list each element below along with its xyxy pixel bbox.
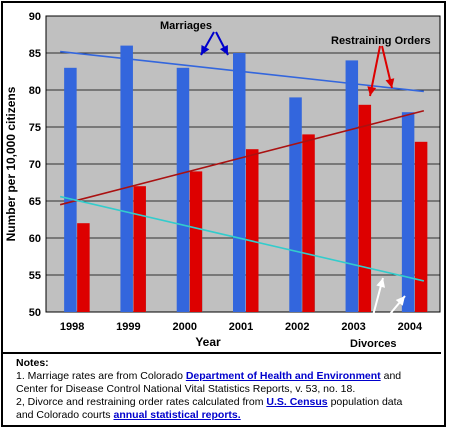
annotation-restraining-orders: Restraining Orders: [331, 35, 431, 47]
bar-marriages: [401, 112, 415, 312]
trendline-restraining-orders: [59, 109, 425, 206]
arrow-divorces-trend: [366, 277, 384, 339]
x-tick-label: 1999: [116, 321, 140, 333]
bar-marriages: [289, 97, 302, 313]
x-tick-label: 2001: [229, 321, 253, 333]
x-tick-label: 2000: [172, 321, 196, 333]
y-tick-label: 85: [29, 48, 41, 60]
note-1-text: 1. Marriage rates are from Colorado: [16, 370, 186, 382]
bar-restraining-orders: [133, 186, 146, 312]
y-axis-ticks: 50 55 60 65 70 75 80 85 90: [29, 11, 41, 319]
arrow-divorces-trend-head: [376, 278, 386, 288]
x-tick-label: 2004: [398, 321, 423, 333]
x-tick-label: 2003: [341, 321, 365, 333]
annotation-divorces: Divorces: [350, 338, 396, 350]
arrow-marriages-trend-head: [201, 44, 210, 55]
note-1-continued: Center for Disease Control National Vita…: [16, 383, 356, 395]
chart: 50 55 60 65 70 75 80 85 90 1998 1999 2000 2001 2002 2…: [4, 11, 441, 350]
notes-title: Notes:: [16, 357, 49, 369]
health-department-link[interactable]: Department of Health and Environment: [185, 370, 381, 382]
figure-frame: [1, 1, 446, 427]
bar-marriages: [176, 67, 190, 312]
x-tick-label: 1998: [60, 321, 84, 333]
bar-marriages: [233, 53, 246, 312]
note-2: 2, Divorce and restraining order rates c…: [16, 396, 402, 408]
bar-restraining-orders: [77, 223, 90, 312]
bar-restraining-orders: [302, 134, 315, 312]
annotation-arrows: [200, 31, 406, 339]
x-axis-ticks: 1998 1999 2000 2001 2002 2003 2004: [60, 321, 423, 333]
notes-box: Notes: 1. Marriage rates are from Colora…: [3, 352, 441, 424]
trendlines: [59, 50, 425, 282]
bar-marriages: [120, 45, 133, 312]
court-reports-link[interactable]: annual statistical reports.: [113, 409, 241, 421]
note-2-continued-text: and Colorado courts: [16, 409, 114, 421]
y-tick-label: 80: [29, 85, 41, 97]
arrow-divorces-bar: [369, 295, 406, 339]
bar-restraining-orders: [358, 104, 372, 312]
y-tick-label: 90: [29, 11, 41, 23]
note-2-text: 2, Divorce and restraining order rates c…: [16, 396, 267, 408]
x-tick-label: 2002: [285, 321, 309, 333]
x-axis-label: Year: [195, 335, 221, 349]
arrow-restraining-bar-head: [367, 86, 377, 96]
y-axis-label: Number per 10,000 citizens: [4, 86, 18, 241]
bar-restraining-orders: [189, 171, 203, 312]
note-1: 1. Marriage rates are from Colorado Depa…: [16, 370, 401, 382]
y-tick-label: 60: [29, 233, 41, 245]
note-2-continued: and Colorado courts annual statistical r…: [16, 409, 241, 421]
trendline-marriages: [60, 50, 424, 93]
arrow-restraining-trend-head: [385, 78, 395, 88]
arrow-divorces-bar-head: [395, 296, 405, 306]
bar-marriages: [345, 60, 359, 313]
y-tick-label: 65: [29, 196, 41, 208]
arrow-marriages-bar-head: [219, 44, 228, 55]
note-1-suffix: and: [380, 370, 402, 382]
bars: [64, 45, 428, 313]
y-tick-label: 55: [29, 270, 41, 282]
y-tick-label: 75: [29, 122, 41, 134]
annotation-marriages: Marriages: [160, 20, 212, 32]
bar-restraining-orders: [246, 149, 259, 312]
trendline-divorces: [59, 195, 425, 282]
census-link[interactable]: U.S. Census: [266, 396, 328, 408]
bar-marriages: [64, 67, 77, 312]
y-tick-label: 50: [29, 307, 41, 319]
note-2-suffix: population data: [327, 396, 403, 408]
bar-restraining-orders: [414, 141, 428, 312]
y-tick-label: 70: [29, 159, 41, 171]
